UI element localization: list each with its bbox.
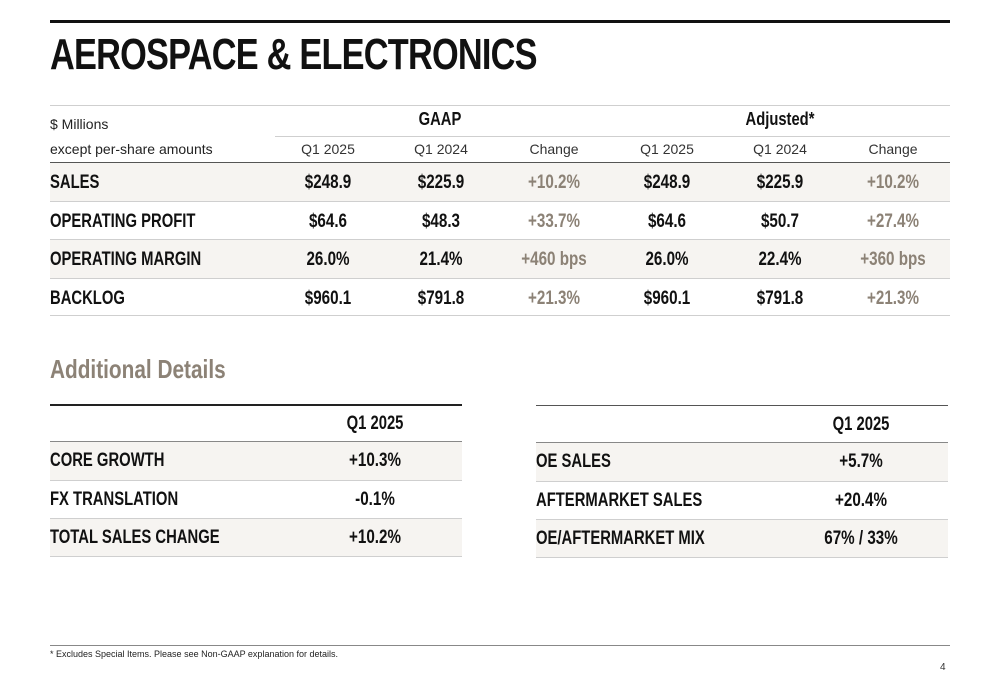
adjusted-group-header: Adjusted*	[745, 109, 815, 129]
row-label-sales: SALES	[50, 172, 100, 193]
row-label-core-growth: CORE GROWTH	[50, 450, 165, 471]
unit-label: $ Millions	[50, 116, 109, 132]
cell-value: $50.7	[760, 211, 800, 232]
page-title: AEROSPACE & ELECTRONICS	[50, 30, 538, 79]
row-divider	[536, 557, 948, 558]
cell-value: $225.9	[756, 172, 804, 193]
row-divider	[50, 278, 950, 279]
col-header-gaap-change: Change	[529, 141, 579, 157]
col-header-adj-q1-2025: Q1 2025	[640, 141, 694, 157]
header-bottom-rule	[50, 441, 462, 442]
group-header-rule	[275, 136, 950, 137]
cell-value: -0.1%	[355, 489, 395, 510]
cell-change: +21.3%	[528, 288, 580, 309]
table-row: TOTAL SALES CHANGE +10.2%	[50, 519, 462, 557]
cell-value: $64.6	[308, 211, 348, 232]
col-header-gaap-q1-2024: Q1 2024	[414, 141, 468, 157]
header-bottom-rule	[50, 162, 950, 163]
table-row: OPERATING MARGIN 26.0% 21.4% +460 bps 26…	[50, 240, 950, 278]
row-label-operating-profit: OPERATING PROFIT	[50, 211, 196, 232]
row-divider	[50, 315, 950, 316]
cell-value: 21.4%	[419, 249, 463, 270]
page-number: 4	[940, 662, 946, 673]
additional-details-heading: Additional Details	[50, 354, 226, 384]
table-row: AFTERMARKET SALES +20.4%	[536, 482, 948, 520]
row-label-backlog: BACKLOG	[50, 288, 125, 309]
cell-value: +20.4%	[835, 490, 887, 511]
top-rule	[50, 20, 950, 23]
table-top-rule	[536, 405, 948, 406]
cell-value: 26.0%	[645, 249, 689, 270]
cell-change: +33.7%	[528, 211, 580, 232]
cell-value: +10.2%	[349, 527, 401, 548]
table-row: OE SALES +5.7%	[536, 443, 948, 481]
cell-value: $960.1	[643, 288, 691, 309]
row-label-operating-margin: OPERATING MARGIN	[50, 249, 202, 270]
row-divider	[50, 518, 462, 519]
cell-value: $225.9	[417, 172, 465, 193]
table-row: CORE GROWTH +10.3%	[50, 442, 462, 480]
cell-change: +21.3%	[867, 288, 919, 309]
cell-value: $791.8	[417, 288, 465, 309]
unit-label-sub: except per-share amounts	[50, 141, 213, 157]
cell-value: $248.9	[643, 172, 691, 193]
cell-change: +460 bps	[521, 249, 587, 270]
row-divider	[50, 201, 950, 202]
table-row: BACKLOG $960.1 $791.8 +21.3% $960.1 $791…	[50, 279, 950, 317]
row-divider	[536, 481, 948, 482]
table-row: FX TRANSLATION -0.1%	[50, 481, 462, 519]
footer-rule	[50, 645, 950, 646]
table-row: SALES $248.9 $225.9 +10.2% $248.9 $225.9…	[50, 163, 950, 201]
cell-value: $791.8	[756, 288, 804, 309]
cell-value: 26.0%	[306, 249, 350, 270]
col-header-q1-2025: Q1 2025	[832, 414, 890, 435]
cell-value: +5.7%	[839, 451, 883, 472]
col-header-adj-change: Change	[868, 141, 918, 157]
cell-change: +360 bps	[860, 249, 926, 270]
table-top-rule	[50, 404, 462, 406]
row-label-total-sales-change: TOTAL SALES CHANGE	[50, 527, 220, 548]
cell-value: $48.3	[421, 211, 461, 232]
cell-change: +10.2%	[528, 172, 580, 193]
gaap-group-header: GAAP	[418, 109, 462, 129]
row-label-fx-translation: FX TRANSLATION	[50, 489, 179, 510]
table-row: OPERATING PROFIT $64.6 $48.3 +33.7% $64.…	[50, 202, 950, 240]
cell-change: +10.2%	[867, 172, 919, 193]
row-divider	[50, 239, 950, 240]
cell-value: $248.9	[304, 172, 352, 193]
header-bottom-rule	[536, 442, 948, 443]
row-divider	[50, 556, 462, 557]
cell-value: 22.4%	[758, 249, 802, 270]
col-header-adj-q1-2024: Q1 2024	[753, 141, 807, 157]
table-row: OE/AFTERMARKET MIX 67% / 33%	[536, 520, 948, 558]
table-top-rule	[50, 105, 950, 106]
row-label-aftermarket-sales: AFTERMARKET SALES	[536, 490, 703, 511]
footnote: * Excludes Special Items. Please see Non…	[50, 649, 338, 659]
col-header-q1-2025: Q1 2025	[346, 413, 404, 434]
cell-value: +10.3%	[349, 450, 401, 471]
row-label-oe-aftermarket-mix: OE/AFTERMARKET MIX	[536, 528, 705, 549]
cell-value: $960.1	[304, 288, 352, 309]
row-divider	[50, 480, 462, 481]
cell-value: 67% / 33%	[824, 528, 898, 549]
cell-change: +27.4%	[867, 211, 919, 232]
cell-value: $64.6	[647, 211, 687, 232]
row-divider	[536, 519, 948, 520]
col-header-gaap-q1-2025: Q1 2025	[301, 141, 355, 157]
row-label-oe-sales: OE SALES	[536, 451, 611, 472]
